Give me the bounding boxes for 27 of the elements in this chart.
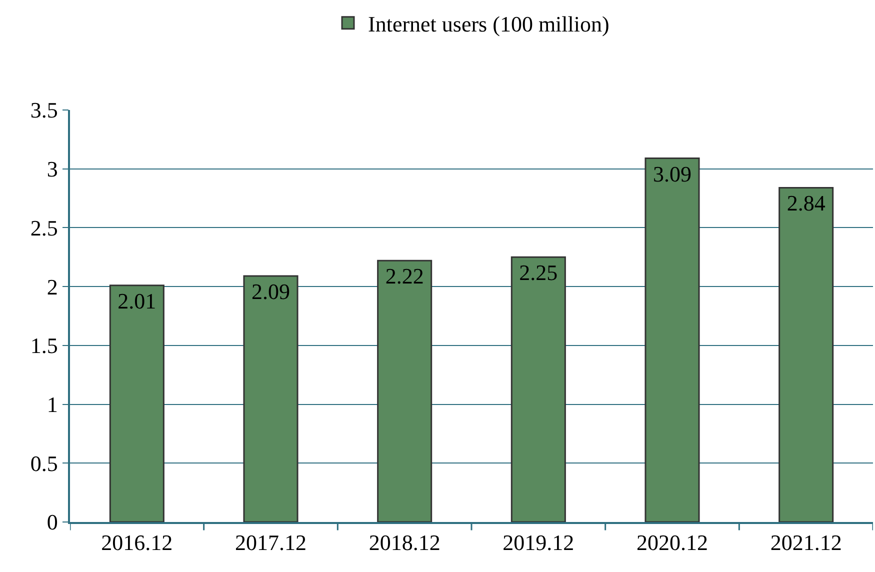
y-tick-label: 3.5 <box>30 98 58 123</box>
data-label: 2.25 <box>519 260 558 286</box>
y-tick-label: 1.5 <box>30 333 58 358</box>
bar <box>778 186 834 522</box>
data-label: 2.22 <box>385 264 424 289</box>
x-tick-label: 2018.12 <box>368 530 440 556</box>
data-label: 3.09 <box>653 161 692 186</box>
y-tick-label: 0.5 <box>30 450 58 476</box>
bar <box>109 284 164 522</box>
y-tick-label: 2 <box>46 274 58 300</box>
data-label: 2.01 <box>118 288 156 314</box>
y-tick-label: 3 <box>46 156 58 182</box>
y-tick-label: 0 <box>46 510 58 535</box>
x-tick-label: 2016.12 <box>101 530 173 556</box>
data-label: 2.09 <box>252 278 290 304</box>
y-tick-label: 2.5 <box>30 215 58 240</box>
y-tick-label: 1 <box>46 392 58 417</box>
bar <box>243 275 298 522</box>
x-tick-label: 2017.12 <box>235 530 306 556</box>
x-tick-label: 2019.12 <box>502 530 574 556</box>
bar <box>510 256 566 522</box>
x-tick-label: 2020.12 <box>636 530 708 556</box>
bar <box>644 158 700 522</box>
legend-label: Internet users (100 million) <box>368 11 610 36</box>
x-tick-label: 2021.12 <box>770 530 842 556</box>
bar <box>377 260 432 522</box>
data-label: 2.84 <box>786 190 826 216</box>
